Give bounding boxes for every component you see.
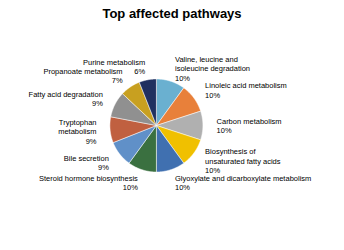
svg-text:Steroid hormone biosynthesis10: Steroid hormone biosynthesis10% [39, 174, 138, 192]
svg-text:Tryptophanmetabolism9%: Tryptophanmetabolism9% [58, 118, 97, 146]
svg-text:Valine, leucine andisoleucine: Valine, leucine andisoleucine degradatio… [175, 55, 250, 83]
svg-text:Propanoate metabolism7%: Propanoate metabolism7% [43, 67, 123, 85]
svg-text:Linoleic acid metabolism10%: Linoleic acid metabolism10% [205, 81, 287, 99]
html-text:Top affected pathways: Top affected pathways [102, 6, 242, 21]
svg-text:Carbon metabolism10%: Carbon metabolism10% [217, 117, 282, 135]
svg-text:Biosynthesis ofunsaturated fat: Biosynthesis ofunsaturated fatty acids10… [205, 147, 281, 175]
svg-text:Glyoxylate and dicarboxylate m: Glyoxylate and dicarboxylate metabolism1… [175, 174, 311, 192]
svg-text:Fatty acid degradation9%: Fatty acid degradation9% [29, 90, 104, 108]
svg-text:Bile secretion9%: Bile secretion9% [64, 154, 109, 172]
svg-text:Purine metabolism6%: Purine metabolism6% [83, 58, 145, 76]
